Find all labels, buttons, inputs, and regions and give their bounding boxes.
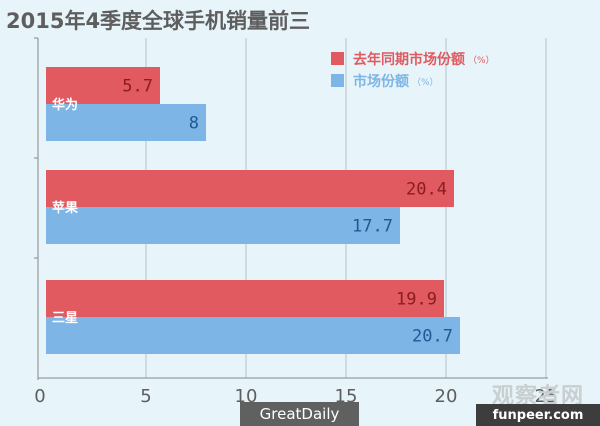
bar <box>46 170 454 207</box>
watermark-en: funpeer.com <box>476 404 600 426</box>
x-tick-label: 10 <box>235 386 258 407</box>
data-label: 5.7 <box>122 77 153 97</box>
x-axis: 0 5 10 15 20 25 <box>34 386 557 407</box>
bar <box>46 317 460 354</box>
bars: 5.7 8 华为 20.4 17.7 苹果 19.9 20.7 三星 <box>46 67 460 354</box>
legend: 去年同期市场份额 （%）市场份额 （%） <box>331 51 495 90</box>
data-label: 17.7 <box>352 217 393 237</box>
chart-title: 2015年4季度全球手机销量前三 <box>6 9 310 33</box>
x-tick-label: 20 <box>435 386 458 407</box>
x-tick-label: 25 <box>535 386 558 407</box>
data-label: 8 <box>189 114 199 134</box>
category-label: 三星 <box>52 311 78 326</box>
x-tick-label: 0 <box>34 386 45 407</box>
category-label: 苹果 <box>52 200 78 216</box>
bar <box>46 104 206 141</box>
x-tick-label: 15 <box>335 386 358 407</box>
bar <box>46 280 444 317</box>
bar <box>46 207 400 244</box>
legend-label: 去年同期市场份额 <box>353 51 465 68</box>
data-label: 20.7 <box>412 327 453 347</box>
legend-swatch <box>331 74 344 87</box>
x-tick-label: 5 <box>140 386 151 407</box>
bar <box>46 67 160 104</box>
source-badge: GreatDaily <box>240 402 359 426</box>
legend-swatch <box>331 52 344 65</box>
category-label: 华为 <box>52 97 78 113</box>
legend-unit: （%） <box>468 55 495 66</box>
legend-label: 市场份额 <box>353 73 409 90</box>
data-label: 20.4 <box>406 180 447 200</box>
legend-unit: （%） <box>412 77 439 88</box>
data-label: 19.9 <box>396 290 437 310</box>
